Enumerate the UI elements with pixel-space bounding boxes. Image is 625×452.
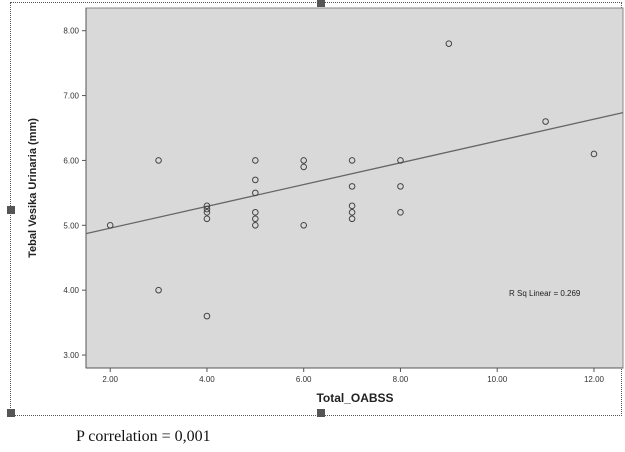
data-point <box>106 221 114 229</box>
x-tick-label: 12.00 <box>584 375 605 384</box>
r-squared-annotation: R Sq Linear = 0.269 <box>509 289 581 298</box>
data-point <box>542 118 549 125</box>
data-point <box>348 202 356 210</box>
data-point <box>203 312 211 320</box>
data-point <box>348 209 356 216</box>
x-tick-label: 10.00 <box>487 375 508 384</box>
x-tick-label: 6.00 <box>296 375 312 384</box>
y-tick-label: 8.00 <box>63 27 79 36</box>
resize-handle-bottom[interactable] <box>317 409 325 417</box>
y-tick-label: 3.00 <box>63 351 79 360</box>
data-point <box>590 150 598 158</box>
y-tick-label: 6.00 <box>63 156 79 165</box>
x-tick-label: 4.00 <box>199 375 215 384</box>
data-point <box>397 157 404 164</box>
resize-handle-bottom-left[interactable] <box>7 409 15 417</box>
y-tick-label: 7.00 <box>63 92 79 101</box>
data-point <box>203 202 211 210</box>
data-point <box>252 176 259 184</box>
y-tick-label: 5.00 <box>63 221 79 230</box>
data-point <box>252 209 259 216</box>
resize-handle-left[interactable] <box>7 206 15 214</box>
scatter-chart: 2.00 4.00 6.00 8.00 10.00 12.00 3.00 4.00 5.00 6… <box>27 7 624 405</box>
y-tick-label: 4.00 <box>63 286 79 295</box>
data-point <box>155 157 162 164</box>
data-point <box>300 157 308 164</box>
x-axis-ticks: 2.00 4.00 6.00 8.00 10.00 12.00 <box>102 368 605 384</box>
data-point <box>252 189 259 197</box>
y-axis-ticks: 3.00 4.00 5.00 6.00 7.00 8.00 <box>63 27 86 360</box>
data-point <box>445 40 453 47</box>
data-point <box>252 157 259 164</box>
x-tick-label: 2.00 <box>102 375 118 384</box>
linear-fit-line <box>85 112 624 235</box>
data-point <box>203 205 211 213</box>
data-point <box>300 163 308 171</box>
scatter-points <box>106 40 598 320</box>
p-correlation-note: P correlation = 0,001 <box>76 428 211 445</box>
data-point <box>348 215 356 223</box>
data-point <box>348 183 356 190</box>
data-point <box>300 221 308 229</box>
data-point <box>203 209 211 216</box>
data-point <box>252 215 259 223</box>
resize-handle-top[interactable] <box>317 0 325 7</box>
x-axis-label: Total_OABSS <box>316 391 393 405</box>
data-point <box>252 221 259 229</box>
x-tick-label: 8.00 <box>393 375 409 384</box>
data-point <box>397 183 404 190</box>
data-point <box>203 215 211 223</box>
data-point <box>155 286 162 294</box>
y-axis-label: Tebal Vesika Urinaria (mm) <box>27 118 39 258</box>
data-point <box>397 209 404 216</box>
data-point <box>348 157 356 164</box>
